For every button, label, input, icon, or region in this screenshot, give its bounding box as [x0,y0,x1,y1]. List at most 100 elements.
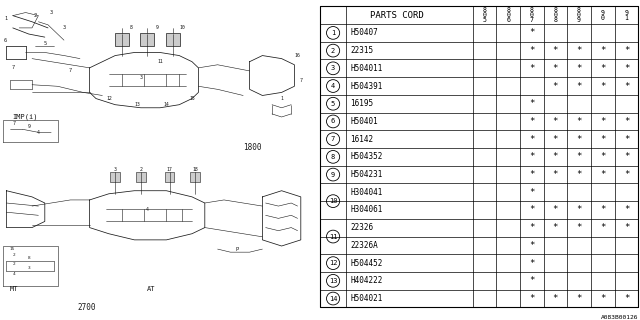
Text: 2: 2 [13,262,15,267]
Text: H504011: H504011 [350,64,382,73]
Text: *: * [576,294,582,303]
Text: 2: 2 [331,48,335,54]
Text: 16142: 16142 [350,135,373,144]
Text: H504021: H504021 [350,294,382,303]
Text: *: * [529,152,534,161]
Text: 3: 3 [331,65,335,71]
Text: 7: 7 [13,121,15,126]
Text: PARTS CORD: PARTS CORD [369,11,423,20]
Text: 4: 4 [13,272,15,276]
Text: *: * [624,64,629,73]
Text: 10: 10 [180,25,185,30]
Text: *: * [600,170,605,179]
Text: 0: 0 [506,12,510,18]
Text: *: * [576,170,582,179]
Text: 1: 1 [331,30,335,36]
Bar [165,172,175,181]
Text: *: * [552,170,558,179]
Text: 1800: 1800 [243,143,262,152]
Text: AT: AT [147,286,156,292]
Text: 0: 0 [554,12,557,18]
Text: *: * [624,117,629,126]
Text: 22315: 22315 [350,46,373,55]
Text: 0: 0 [530,12,534,18]
Text: 7: 7 [530,17,534,23]
Text: *: * [600,294,605,303]
Text: 7: 7 [300,78,302,83]
Text: 5: 5 [44,41,46,46]
Text: 10: 10 [329,198,337,204]
Text: H304061: H304061 [350,205,382,214]
Text: *: * [624,223,629,232]
Text: 9: 9 [156,25,158,30]
Text: *: * [529,188,534,197]
Text: *: * [552,205,558,214]
Text: *: * [600,135,605,144]
Text: 4: 4 [146,207,148,212]
Text: *: * [529,135,534,144]
Text: 7: 7 [12,65,14,70]
Text: 9: 9 [577,17,581,23]
Text: 3: 3 [114,167,116,172]
Text: H504231: H504231 [350,170,382,179]
Text: *: * [529,99,534,108]
Text: 13: 13 [135,102,140,107]
Text: 1: 1 [5,16,8,21]
Text: 9: 9 [331,172,335,178]
Text: 0: 0 [577,12,581,18]
Text: 17: 17 [167,167,172,172]
Text: H504391: H504391 [350,82,382,91]
Text: *: * [576,135,582,144]
Text: *: * [529,117,534,126]
Text: *: * [576,205,582,214]
Text: H404222: H404222 [350,276,382,285]
Text: *: * [576,46,582,55]
Text: IMP(i): IMP(i) [13,114,38,120]
Text: *: * [600,46,605,55]
Text: 22326: 22326 [350,223,373,232]
Text: *: * [552,46,558,55]
Text: H504452: H504452 [350,259,382,268]
Text: 2700: 2700 [77,303,95,312]
Text: 14: 14 [164,102,169,107]
Text: 8: 8 [530,7,534,13]
Text: *: * [529,276,534,285]
Text: 1: 1 [625,15,628,21]
Text: 3: 3 [140,75,142,80]
Text: *: * [529,46,534,55]
Text: 7: 7 [331,136,335,142]
Text: *: * [529,223,534,232]
Text: 8: 8 [577,7,581,13]
Text: *: * [624,294,629,303]
Text: 6: 6 [506,17,510,23]
Text: 6: 6 [331,118,335,124]
Text: 4: 4 [331,83,335,89]
Text: 9: 9 [625,10,628,16]
Text: 5: 5 [331,101,335,107]
Text: 8: 8 [506,7,510,13]
Text: 3: 3 [50,10,52,15]
Text: *: * [576,117,582,126]
Text: *: * [529,64,534,73]
Text: 8: 8 [554,17,557,23]
Bar [140,33,154,46]
Text: 8: 8 [554,7,557,13]
Text: *: * [552,223,558,232]
Text: 15: 15 [10,247,15,251]
Text: H304041: H304041 [350,188,382,197]
Text: 0: 0 [483,12,486,18]
Text: 2: 2 [13,253,15,257]
Text: 16: 16 [295,53,300,58]
Text: H50407: H50407 [350,28,378,37]
Text: *: * [529,28,534,37]
Text: 11: 11 [329,234,337,240]
Text: 8: 8 [130,25,132,30]
Text: *: * [529,205,534,214]
Text: 9: 9 [600,10,605,16]
Bar [115,33,129,46]
Text: 4: 4 [37,130,40,135]
Text: *: * [576,223,582,232]
Text: 18: 18 [193,167,198,172]
Text: 12: 12 [329,260,337,266]
Text: P: P [235,247,239,252]
